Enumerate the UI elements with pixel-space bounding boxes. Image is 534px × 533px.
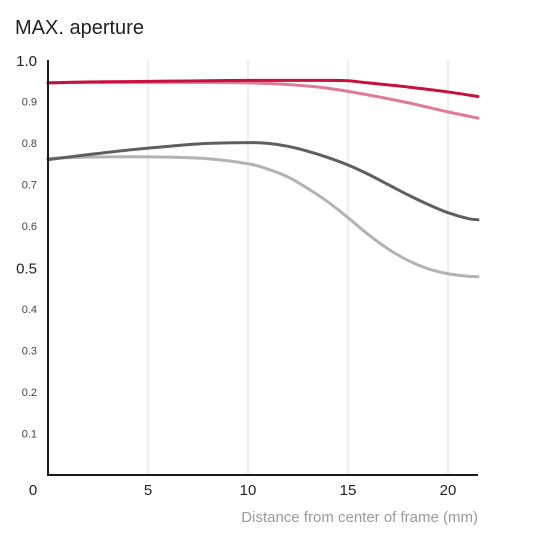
y-tick-label: 0.9 <box>22 97 37 109</box>
y-tick-label: 0.2 <box>22 387 37 399</box>
tick-layer: 0.1 0.2 0.3 0.4 0.5 0.6 0.7 0.8 0.9 1.0 0 5 10 15 20 <box>16 53 456 499</box>
y-tick-label: 1.0 <box>16 53 37 70</box>
series-line-3 <box>46 141 480 222</box>
y-tick-label: 0.7 <box>22 180 37 192</box>
series-line-1 <box>46 78 480 99</box>
y-tick-label: 0.4 <box>22 304 37 316</box>
chart-title: MAX. aperture <box>15 17 144 39</box>
y-tick-label: 0.8 <box>22 138 37 150</box>
x-tick-label: 5 <box>144 482 152 499</box>
axis-frame <box>47 60 478 476</box>
series-layer <box>46 78 480 279</box>
y-tick-label: 0.5 <box>16 261 37 278</box>
series-line-4 <box>46 155 480 279</box>
x-tick-label: 15 <box>340 482 357 499</box>
y-tick-label: 0.3 <box>22 346 37 358</box>
y-tick-label: 0.6 <box>22 221 37 233</box>
y-tick-label: 0.1 <box>22 429 37 441</box>
grid-layer <box>147 60 449 475</box>
x-tick-label: 0 <box>29 482 37 499</box>
x-tick-label: 10 <box>240 482 257 499</box>
x-axis-title: Distance from center of frame (mm) <box>241 509 478 526</box>
x-tick-label: 20 <box>440 482 457 499</box>
axis-layer <box>47 60 478 476</box>
